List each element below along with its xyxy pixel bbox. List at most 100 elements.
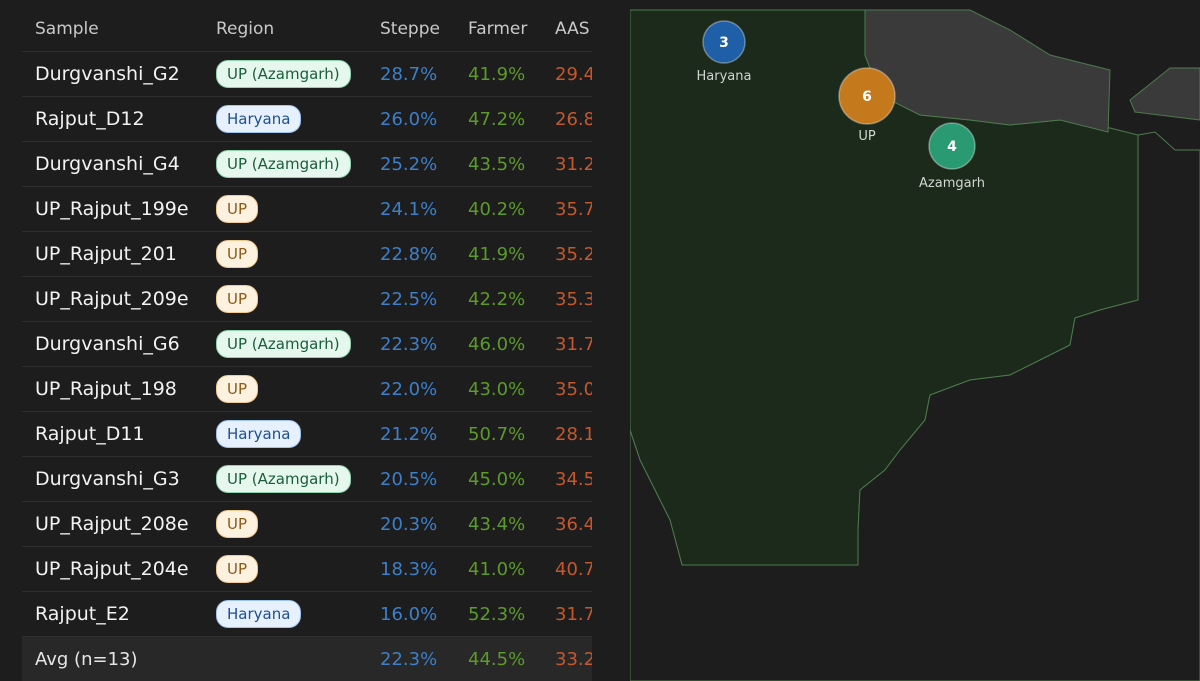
table-row[interactable]: UP_Rajput_198 UP 22.0% 43.0% 35.0: [22, 366, 592, 412]
region-cell: UP: [203, 231, 367, 277]
marker-circle[interactable]: [928, 122, 976, 170]
region-badge: UP: [216, 240, 259, 268]
table-row[interactable]: UP_Rajput_209e UP 22.5% 42.2% 35.3: [22, 276, 592, 322]
region-badge: UP: [216, 195, 259, 223]
table-row[interactable]: Rajput_D11 Haryana 21.2% 50.7% 28.1: [22, 411, 592, 457]
average-row: Avg (n=13) 22.3% 44.5% 33.2: [22, 636, 592, 681]
samples-table: Sample Region Steppe Farmer AAS Durgvans…: [22, 7, 592, 681]
aas-value: 34.5: [542, 456, 592, 502]
region-cell: UP: [203, 501, 367, 547]
azamgarh-marker[interactable]: 4 Azamgarh: [919, 122, 985, 191]
region-cell: Haryana: [203, 591, 367, 637]
outside-region-southeast: [630, 131, 1200, 681]
marker-label: Haryana: [697, 69, 752, 84]
region-badge: UP (Azamgarh): [216, 465, 351, 493]
aas-value: 36.4: [542, 501, 592, 547]
sample-name: UP_Rajput_198: [22, 366, 203, 412]
column-header-farmer[interactable]: Farmer: [455, 7, 542, 52]
sample-name: Durgvanshi_G2: [22, 51, 203, 97]
column-header-aas[interactable]: AAS: [542, 7, 592, 52]
steppe-value: 22.3%: [367, 321, 455, 367]
marker-circle[interactable]: [838, 67, 896, 125]
region-cell: UP (Azamgarh): [203, 321, 367, 367]
average-aas: 33.2: [542, 636, 592, 681]
farmer-value: 41.0%: [455, 546, 542, 592]
region-badge: Haryana: [216, 105, 302, 133]
table-row[interactable]: Durgvanshi_G6 UP (Azamgarh) 22.3% 46.0% 31.7: [22, 321, 592, 367]
outside-region-east: [1129, 67, 1200, 121]
region-badge: Haryana: [216, 600, 302, 628]
region-badge: UP (Azamgarh): [216, 330, 351, 358]
aas-value: 31.7: [542, 321, 592, 367]
marker-count: 4: [947, 139, 957, 155]
table-row[interactable]: UP_Rajput_199e UP 24.1% 40.2% 35.7: [22, 186, 592, 232]
haryana-marker[interactable]: 3 Haryana: [697, 20, 752, 84]
column-header-sample[interactable]: Sample: [22, 7, 203, 52]
marker-count: 3: [719, 35, 729, 51]
average-farmer: 44.5%: [455, 636, 542, 681]
region-cell: UP: [203, 186, 367, 232]
steppe-value: 24.1%: [367, 186, 455, 232]
farmer-value: 50.7%: [455, 411, 542, 457]
farmer-value: 43.0%: [455, 366, 542, 412]
region-map[interactable]: 3 Haryana 6 UP 4 Azamgarh: [630, 0, 1200, 681]
marker-circle[interactable]: [702, 20, 746, 64]
table-row[interactable]: UP_Rajput_208e UP 20.3% 43.4% 36.4: [22, 501, 592, 547]
region-badge: UP (Azamgarh): [216, 150, 351, 178]
table-row[interactable]: UP_Rajput_204e UP 18.3% 41.0% 40.7: [22, 546, 592, 592]
sample-name: Durgvanshi_G6: [22, 321, 203, 367]
aas-value: 40.7: [542, 546, 592, 592]
aas-value: 31.2: [542, 141, 592, 187]
steppe-value: 25.2%: [367, 141, 455, 187]
region-badge: UP: [216, 285, 259, 313]
sample-name: Rajput_E2: [22, 591, 203, 637]
region-badge: Haryana: [216, 420, 302, 448]
steppe-value: 20.5%: [367, 456, 455, 502]
aas-value: 35.3: [542, 276, 592, 322]
column-header-region[interactable]: Region: [203, 7, 367, 52]
region-badge: UP: [216, 510, 259, 538]
region-cell: Haryana: [203, 96, 367, 142]
farmer-value: 43.4%: [455, 501, 542, 547]
steppe-value: 22.5%: [367, 276, 455, 322]
average-steppe: 22.3%: [367, 636, 455, 681]
samples-table-container[interactable]: Sample Region Steppe Farmer AAS Durgvans…: [22, 7, 592, 681]
table-row[interactable]: Durgvanshi_G4 UP (Azamgarh) 25.2% 43.5% 31.2: [22, 141, 592, 187]
farmer-value: 41.9%: [455, 51, 542, 97]
steppe-value: 28.7%: [367, 51, 455, 97]
sample-name: UP_Rajput_209e: [22, 276, 203, 322]
table-row[interactable]: Rajput_E2 Haryana 16.0% 52.3% 31.7: [22, 591, 592, 637]
sample-name: UP_Rajput_208e: [22, 501, 203, 547]
column-header-steppe[interactable]: Steppe: [367, 7, 455, 52]
up-marker[interactable]: 6 UP: [838, 67, 896, 144]
region-cell: UP (Azamgarh): [203, 141, 367, 187]
steppe-value: 21.2%: [367, 411, 455, 457]
sample-name: UP_Rajput_204e: [22, 546, 203, 592]
steppe-value: 22.8%: [367, 231, 455, 277]
farmer-value: 40.2%: [455, 186, 542, 232]
sample-name: Rajput_D12: [22, 96, 203, 142]
aas-value: 35.7: [542, 186, 592, 232]
region-cell: UP (Azamgarh): [203, 456, 367, 502]
region-cell: UP: [203, 276, 367, 322]
aas-value: 26.8: [542, 96, 592, 142]
table-row[interactable]: Durgvanshi_G3 UP (Azamgarh) 20.5% 45.0% 34.5: [22, 456, 592, 502]
table-row[interactable]: Rajput_D12 Haryana 26.0% 47.2% 26.8: [22, 96, 592, 142]
farmer-value: 43.5%: [455, 141, 542, 187]
region-badge: UP: [216, 555, 259, 583]
table-row[interactable]: UP_Rajput_201 UP 22.8% 41.9% 35.2: [22, 231, 592, 277]
steppe-value: 18.3%: [367, 546, 455, 592]
steppe-value: 20.3%: [367, 501, 455, 547]
region-cell: Haryana: [203, 411, 367, 457]
sample-name: UP_Rajput_199e: [22, 186, 203, 232]
map-panel[interactable]: 3 Haryana 6 UP 4 Azamgarh: [630, 0, 1200, 681]
aas-value: 35.2: [542, 231, 592, 277]
table-header-row: Sample Region Steppe Farmer AAS: [22, 7, 592, 52]
aas-value: 35.0: [542, 366, 592, 412]
farmer-value: 42.2%: [455, 276, 542, 322]
average-label: Avg (n=13): [22, 636, 203, 681]
table-row[interactable]: Durgvanshi_G2 UP (Azamgarh) 28.7% 41.9% 29.4: [22, 51, 592, 97]
farmer-value: 52.3%: [455, 591, 542, 637]
farmer-value: 47.2%: [455, 96, 542, 142]
farmer-value: 41.9%: [455, 231, 542, 277]
